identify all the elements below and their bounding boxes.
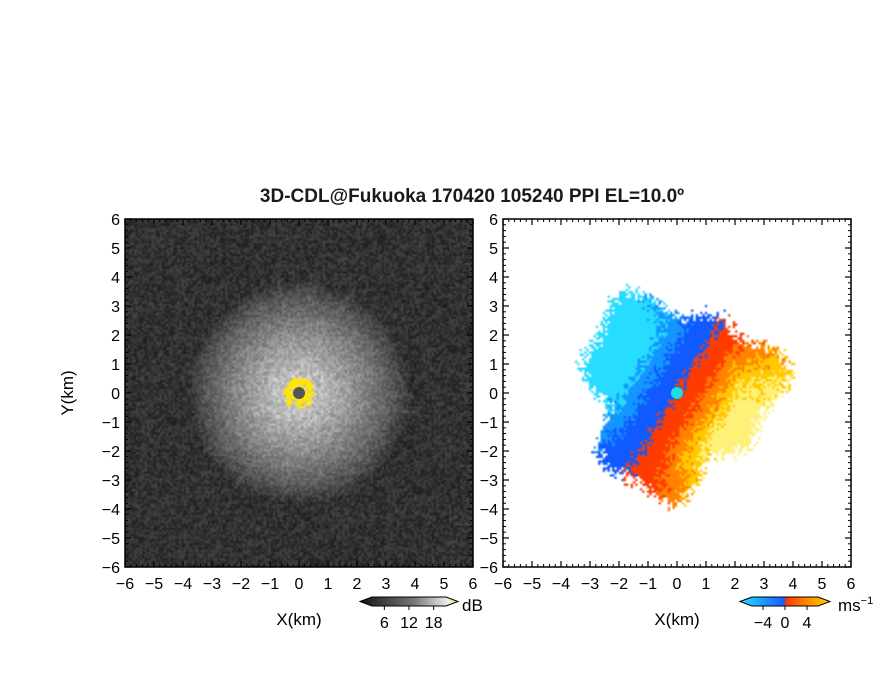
x-tick-label: 4: [411, 576, 420, 593]
reflectivity-colorbar-tick-label: 6: [380, 615, 389, 632]
x-tick-label: −2: [610, 576, 628, 593]
x-tick-label: −4: [174, 576, 192, 593]
reflectivity-colorbar-unit: dB: [462, 596, 483, 615]
y-tick-label: −6: [480, 560, 498, 577]
x-tick-label: 0: [295, 576, 304, 593]
x-axis-title: X(km): [654, 610, 699, 629]
y-tick-label: −4: [480, 502, 498, 519]
x-tick-label: −1: [261, 576, 279, 593]
x-tick-label: −6: [494, 576, 512, 593]
y-axis-title: Y(km): [58, 370, 77, 415]
y-tick-label: −2: [480, 444, 498, 461]
velocity-colorbar-bar: [738, 596, 832, 607]
x-tick-label: 6: [469, 576, 478, 593]
y-tick-label: 5: [111, 241, 120, 258]
y-tick-label: 0: [111, 386, 120, 403]
y-tick-label: 3: [489, 299, 498, 316]
y-tick-label: −1: [102, 415, 120, 432]
velocity-colorbar-unit: ms−1: [838, 595, 873, 615]
x-tick-label: 3: [382, 576, 391, 593]
y-tick-label: −1: [480, 415, 498, 432]
x-tick-label: 0: [673, 576, 682, 593]
y-tick-label: −5: [102, 531, 120, 548]
x-tick-label: 1: [324, 576, 333, 593]
x-tick-label: 6: [847, 576, 856, 593]
y-tick-label: −2: [102, 444, 120, 461]
y-tick-label: 6: [489, 212, 498, 229]
x-axis-title: X(km): [276, 610, 321, 629]
reflectivity-colorbar-tick-label: 12: [400, 615, 418, 632]
y-tick-label: 1: [111, 357, 120, 374]
y-tick-label: −3: [480, 473, 498, 490]
x-tick-label: −5: [523, 576, 541, 593]
y-tick-label: 4: [111, 270, 120, 287]
x-tick-label: 5: [440, 576, 449, 593]
y-tick-label: 2: [489, 328, 498, 345]
x-tick-label: −5: [145, 576, 163, 593]
y-tick-label: 2: [111, 328, 120, 345]
reflectivity-colorbar-bar: [358, 596, 460, 607]
velocity-colorbar: −4 0 4 ms−1: [738, 595, 873, 632]
x-tick-label: 3: [760, 576, 769, 593]
y-tick-label: −4: [102, 502, 120, 519]
reflectivity-colorbar: 6 12 18 dB: [358, 596, 483, 632]
chart-title: 3D-CDL@Fukuoka 170420 105240 PPI EL=10.0…: [259, 186, 685, 207]
x-tick-label: −4: [552, 576, 570, 593]
y-tick-label: 0: [489, 386, 498, 403]
reflectivity-panel: −6 −5 −4 −3 −2 −1 0 1 2 3 4 5 66543210−1−2−3−4−5−6X(…: [58, 212, 478, 629]
y-tick-label: 4: [489, 270, 498, 287]
y-tick-label: 5: [489, 241, 498, 258]
reflectivity-colorbar-tick-label: 18: [425, 615, 443, 632]
y-tick-label: 1: [489, 357, 498, 374]
radar-center-marker: [671, 387, 683, 399]
y-tick-label: −6: [102, 560, 120, 577]
x-tick-label: 4: [789, 576, 798, 593]
velocity-colorbar-tick-label: 0: [781, 615, 790, 632]
y-tick-label: 3: [111, 299, 120, 316]
velocity-colorbar-tick-label: −4: [754, 615, 772, 632]
y-tick-label: −5: [480, 531, 498, 548]
velocity-colorbar-tick-label: 4: [803, 615, 812, 632]
velocity-panel: −6 −5 −4 −3 −2 −1 0 1 2 3 4 5 6 6 5 4 3 2 1 0 −1 −2 −3 −4 −5 −6 X(…: [480, 212, 856, 629]
x-tick-label: −6: [116, 576, 134, 593]
x-tick-label: 5: [818, 576, 827, 593]
x-tick-label: −2: [232, 576, 250, 593]
y-tick-label: −3: [102, 473, 120, 490]
x-tick-label: −3: [581, 576, 599, 593]
y-tick-label: 6: [111, 212, 120, 229]
x-tick-label: 2: [353, 576, 362, 593]
x-tick-label: −3: [203, 576, 221, 593]
x-tick-label: 2: [731, 576, 740, 593]
x-tick-label: −1: [639, 576, 657, 593]
x-tick-label: 1: [702, 576, 711, 593]
radar-center-marker: [293, 387, 305, 399]
